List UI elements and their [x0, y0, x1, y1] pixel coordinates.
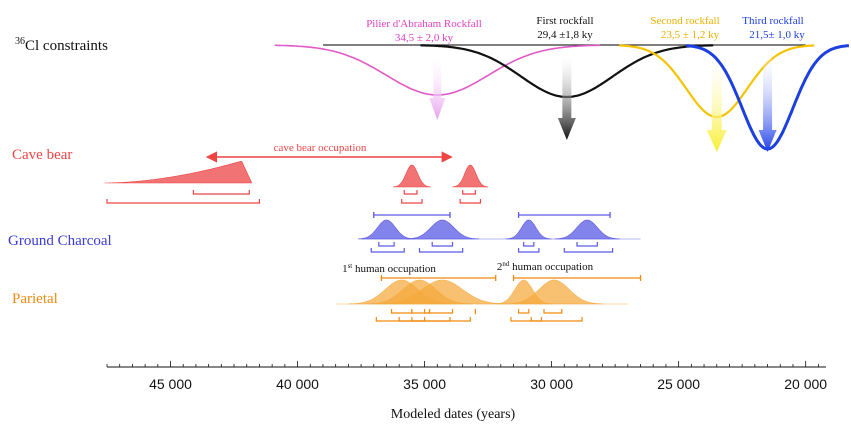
charcoal-range95-3: [517, 248, 540, 253]
parietal-range68-4: [517, 309, 530, 314]
cave-bear-range68-3: [462, 190, 476, 195]
group-label-cave-bear: Cave bear: [12, 147, 72, 163]
charcoal-range68-1: [378, 242, 395, 247]
cave-bear-dist-2: [393, 164, 431, 188]
cl36-label-text: Cl constraints: [25, 38, 108, 54]
x-tick-label: 20 000: [784, 376, 827, 392]
charcoal-range95-2: [418, 248, 464, 253]
charcoal-range95-1: [370, 248, 405, 253]
parietal-range68-5: [543, 309, 563, 314]
parietal-occupation-2: [512, 275, 642, 281]
x-axis: 45 000 40 000 35 000 30 000 25 000 20 000: [106, 361, 827, 392]
cl36-label-sup: 36: [15, 36, 25, 47]
rockfall-arrow-2: [557, 57, 576, 140]
human-occupation-2-text: human occupation: [509, 261, 593, 273]
x-tick-label: 35 000: [403, 376, 446, 392]
cave-bear-dist-3: [452, 164, 489, 188]
rockfall-arrow-4: [758, 57, 777, 152]
parietal-range95-3: [411, 317, 471, 322]
rockfall-value-pilier: 34,5 ± 2,0 ky: [395, 32, 454, 44]
charcoal-dist-1: [357, 219, 415, 240]
human-occupation-2-num: 2: [497, 261, 503, 273]
rockfall-arrow-1: [429, 57, 446, 120]
cave-bear-range68-1: [192, 190, 250, 195]
charcoal-occupation-2: [517, 212, 611, 218]
x-tick-label: 45 000: [149, 376, 192, 392]
parietal-range95-4: [510, 317, 543, 322]
human-occupation-1-num: 1: [342, 263, 348, 275]
parietal-range68-2: [411, 309, 431, 314]
parietal-range68-3: [423, 309, 454, 314]
distributions: [104, 151, 642, 322]
x-tick-label: 40 000: [276, 376, 319, 392]
rockfall-label-pilier: Pilier d'Abraham Rockfall: [366, 18, 482, 30]
rockfall-label-third: Third rockfall: [742, 15, 803, 27]
rockfall-arrow-3: [706, 57, 727, 152]
cave-bear-dist-1: [104, 160, 253, 184]
cave-bear-range95-1: [106, 199, 261, 204]
parietal-dist-3: [377, 279, 508, 305]
rockfall-value-third: 21,5± 1,0 ky: [749, 29, 805, 41]
rockfall-label-second: Second rockfall: [650, 15, 719, 27]
charcoal-range68-4: [576, 242, 598, 247]
x-tick-label: 30 000: [530, 376, 573, 392]
group-label-parietal: Parietal: [12, 291, 58, 307]
parietal-range68-1: [390, 309, 413, 314]
human-occupation-2-label: 2nd human occupation: [497, 260, 594, 273]
cave-bear-range95-2: [401, 199, 423, 204]
human-occupation-1-sup: st: [348, 262, 353, 270]
cl36-curves: [274, 44, 850, 152]
cave-bear-range95-3: [459, 199, 482, 204]
charcoal-range95-4: [563, 248, 614, 253]
human-occupation-1-label: 1st human occupation: [342, 262, 436, 275]
x-axis-title: Modeled dates (years): [391, 407, 516, 422]
charcoal-dist-3: [505, 219, 552, 240]
charcoal-occupation-1: [373, 212, 451, 218]
charcoal-dist-4: [554, 219, 620, 240]
human-occupation-2-sup: nd: [502, 260, 510, 268]
cl36-label: 36Cl constraints: [15, 36, 108, 54]
rockfall-label-first: First rockfall: [536, 15, 593, 27]
parietal-dist-5: [505, 279, 603, 305]
parietal-occupation-1: [380, 275, 497, 281]
charcoal-range68-3: [523, 242, 535, 247]
charcoal-dist-2: [405, 219, 479, 240]
group-label-ground-charcoal: Ground Charcoal: [8, 233, 112, 249]
parietal-range95-5: [530, 317, 583, 322]
charcoal-range68-2: [431, 242, 454, 247]
rockfall-value-first: 29,4 ±1,8 ky: [537, 29, 593, 41]
x-tick-label: 25 000: [657, 376, 700, 392]
cave-bear-range68-2: [403, 190, 418, 195]
rockfall-value-second: 23,5 ± 1,2 ky: [661, 29, 720, 41]
cave-bear-occupation-label: cave bear occupation: [274, 142, 367, 154]
human-occupation-1-text: human occupation: [352, 263, 436, 275]
